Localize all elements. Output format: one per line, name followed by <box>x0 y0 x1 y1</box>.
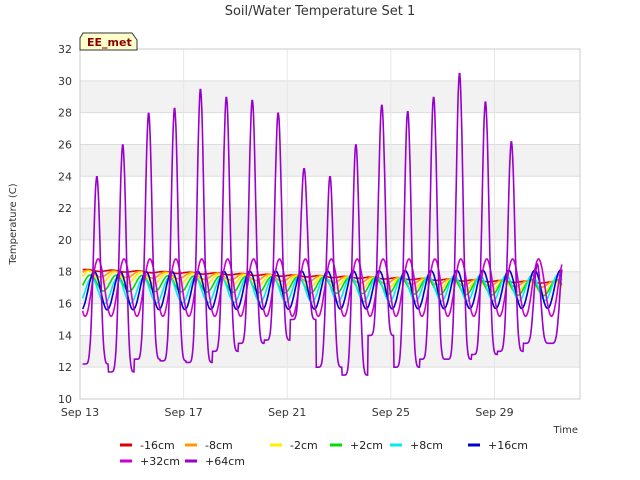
badge-label: EE_met <box>87 36 132 49</box>
x-tick-label: Sep 13 <box>61 406 99 419</box>
y-tick-label: 12 <box>58 361 72 374</box>
series-line-64cm <box>82 72 563 376</box>
y-tick-label: 26 <box>58 138 72 151</box>
legend-item: -2cm <box>270 439 318 452</box>
legend-item: +64cm <box>185 455 245 468</box>
axes: 10 12 14 16 18 20 22 24 26 28 30 32 Sep 13 Sep 17 Sep … <box>58 43 581 419</box>
y-tick-label: 18 <box>58 266 72 279</box>
grid-band <box>80 144 580 177</box>
x-tick-label: Sep 21 <box>268 406 306 419</box>
legend-item: +32cm <box>120 455 180 468</box>
grid-band <box>80 80 580 113</box>
y-tick-label: 14 <box>58 329 72 342</box>
y-axis-title: Temperature (C) <box>8 183 19 265</box>
x-axis-title: Time <box>553 425 578 436</box>
y-tick-label: 20 <box>58 234 72 247</box>
series-layer <box>81 72 563 376</box>
legend-label: -8cm <box>205 439 233 452</box>
x-tick-label: Sep 25 <box>372 406 410 419</box>
legend-item: +2cm <box>330 439 383 452</box>
chart-title: Soil/Water Temperature Set 1 <box>225 4 416 19</box>
legend-label: +16cm <box>488 439 528 452</box>
series-line-16cm <box>81 269 563 311</box>
plot-area <box>80 49 580 399</box>
legend-item: -16cm <box>120 439 175 452</box>
legend-label: +64cm <box>205 455 245 468</box>
grid-band <box>80 208 580 240</box>
series-line-2cm <box>81 270 563 294</box>
x-tick-label: Sep 17 <box>165 406 203 419</box>
y-tick-label: 28 <box>58 107 72 120</box>
y-tick-label: 10 <box>58 393 72 406</box>
legend-label: -16cm <box>140 439 175 452</box>
badge-background <box>79 32 138 51</box>
legend-item: +8cm <box>390 439 443 452</box>
legend-label: +32cm <box>140 455 180 468</box>
x-tick-label: Sep 29 <box>475 406 513 419</box>
grid-band <box>80 335 580 368</box>
plot-frame <box>79 48 581 400</box>
legend-label: +2cm <box>350 439 383 452</box>
y-tick-label: 32 <box>58 43 72 56</box>
legend: -16cm -8cm -2cm +2cm +8cm +16cm +32cm +64cm <box>120 439 528 468</box>
legend-item: +16cm <box>468 439 528 452</box>
y-tick-label: 24 <box>58 170 72 183</box>
y-tick-label: 22 <box>58 202 72 215</box>
legend-label: +8cm <box>410 439 443 452</box>
legend-label: -2cm <box>290 439 318 452</box>
series-line-32cm <box>81 258 563 318</box>
legend-item: -8cm <box>185 439 233 452</box>
y-tick-label: 16 <box>58 298 72 311</box>
station-badge: EE_met <box>79 32 138 51</box>
y-tick-label: 30 <box>58 75 72 88</box>
